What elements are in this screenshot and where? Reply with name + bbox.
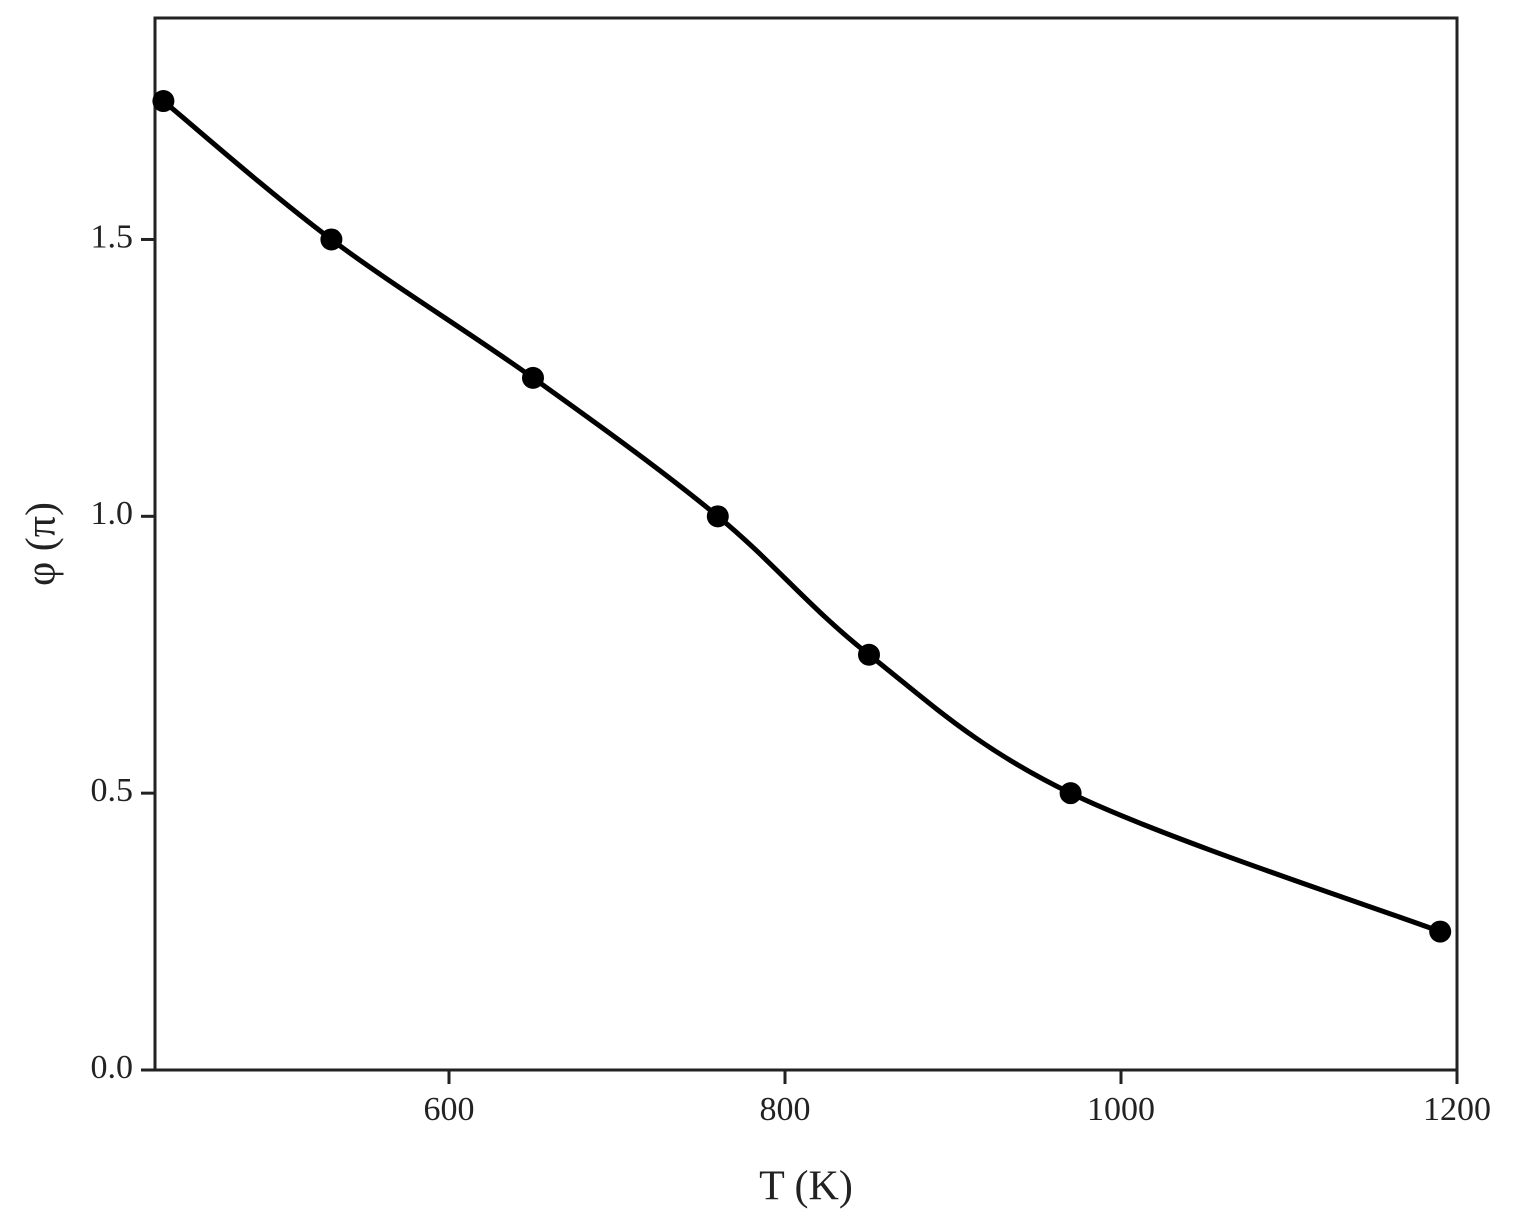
marker [522, 366, 544, 389]
x-tick-label: 1000 [1087, 1091, 1155, 1128]
marker [1059, 782, 1082, 805]
marker [858, 643, 880, 666]
y-axis-label: φ (π) [19, 502, 65, 586]
marker [706, 505, 729, 528]
x-tick-label: 800 [760, 1091, 811, 1128]
marker [152, 90, 175, 113]
y-tick-label: 0.0 [91, 1049, 134, 1086]
x-axis-label: T (K) [759, 1164, 853, 1210]
y-tick-label: 0.5 [91, 772, 134, 809]
plot-frame [153, 16, 1459, 1072]
x-tick-label: 600 [424, 1091, 475, 1128]
line [161, 99, 1442, 934]
y-tick-label: 1.5 [91, 218, 134, 255]
x-tick-label: 1200 [1423, 1091, 1491, 1128]
marker [320, 228, 343, 251]
y-tick-label: 1.0 [91, 495, 134, 532]
marker [1429, 920, 1452, 943]
